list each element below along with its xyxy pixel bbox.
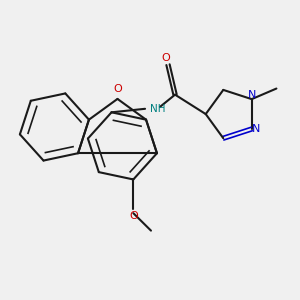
Text: N: N bbox=[248, 90, 256, 100]
Text: O: O bbox=[162, 53, 170, 63]
Text: N: N bbox=[252, 124, 260, 134]
Text: O: O bbox=[129, 211, 138, 221]
Text: NH: NH bbox=[150, 104, 165, 114]
Text: O: O bbox=[113, 84, 122, 94]
